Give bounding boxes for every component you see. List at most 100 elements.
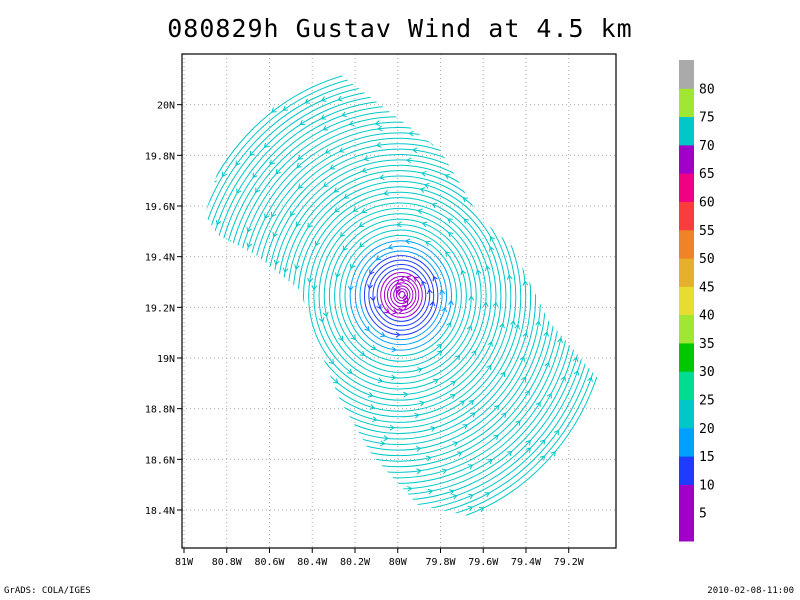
flow-arrow — [382, 518, 388, 520]
flow-arrow — [375, 255, 382, 261]
flow-arrow — [473, 111, 479, 118]
colorbar-label: 75 — [699, 111, 715, 126]
flow-arrow — [211, 178, 217, 185]
flow-arrow — [499, 322, 505, 329]
flow-arrow — [374, 120, 381, 127]
flow-arrow — [453, 166, 459, 172]
y-tick-label: 18.4N — [145, 506, 175, 517]
flow-arrow — [281, 352, 287, 359]
y-axis-ticks: 18.4N 18.6N 18.8N 19N 19.2N 19.4N 19.6N 19.8N 20… — [145, 101, 182, 517]
flow-arrow — [197, 250, 202, 254]
flow-arrow — [334, 207, 340, 213]
flow-arrow — [539, 238, 545, 245]
flow-arrow — [410, 109, 416, 116]
y-tick-label: 18.8N — [145, 405, 175, 416]
y-tick-label: 19.2N — [145, 303, 175, 314]
flow-arrow — [384, 92, 391, 99]
flow-arrow — [205, 311, 209, 318]
x-tick-label: 81W — [175, 557, 194, 568]
streamline-ring — [302, 191, 497, 401]
x-tick-label: 80.8W — [212, 557, 243, 568]
flow-arrow — [246, 242, 253, 249]
flow-arrow — [369, 404, 376, 410]
flow-arrow — [375, 142, 382, 148]
flow-arrow — [419, 400, 425, 407]
flow-arrow — [420, 170, 427, 177]
flow-arrow — [249, 150, 255, 157]
flow-arrow — [413, 276, 419, 282]
flow-arrow — [272, 232, 278, 238]
colorbar-label: 45 — [699, 280, 715, 295]
streamline-ring — [363, 255, 439, 336]
flow-arrow — [405, 275, 412, 281]
flow-arrow — [436, 343, 442, 350]
flow-arrow — [556, 271, 563, 278]
flow-arrow — [553, 429, 560, 436]
flow-arrow — [468, 493, 474, 500]
flow-arrow — [557, 215, 563, 221]
streamline-ring — [395, 288, 408, 302]
flow-arrow — [205, 233, 212, 240]
flow-arrow — [296, 480, 303, 486]
flow-arrow — [338, 335, 344, 342]
flow-arrow — [586, 278, 593, 284]
flow-arrow — [530, 265, 537, 271]
flow-arrow — [278, 424, 285, 430]
flow-arrow — [468, 400, 475, 406]
flow-arrow — [524, 226, 530, 233]
flow-arrow — [333, 187, 340, 193]
colorbar-label: 10 — [699, 478, 715, 493]
flow-arrow — [439, 289, 446, 295]
flow-arrow — [296, 162, 302, 169]
flow-arrow — [566, 310, 573, 316]
flow-arrow — [401, 304, 408, 310]
flow-arrow — [305, 503, 312, 510]
flow-arrow — [338, 147, 345, 153]
flow-arrow — [347, 368, 353, 374]
streamline-ring — [334, 224, 467, 368]
flow-arrow — [522, 332, 529, 338]
flow-arrow — [489, 186, 496, 192]
flow-arrow — [425, 106, 432, 113]
flow-arrow — [323, 181, 329, 188]
streamline-ring — [318, 207, 482, 384]
flow-arrow — [391, 76, 398, 82]
flow-arrow — [328, 359, 335, 365]
streamline-ring — [328, 218, 472, 373]
flow-arrow — [395, 279, 402, 285]
flow-arrow — [255, 413, 261, 419]
flow-arrow — [190, 259, 195, 263]
flow-arrow — [231, 416, 237, 423]
x-tick-label: 80.6W — [254, 557, 285, 568]
flow-arrow — [520, 376, 527, 382]
flow-arrow — [234, 344, 240, 351]
flow-arrow — [456, 451, 463, 457]
flow-arrow — [367, 392, 374, 398]
flow-arrow — [459, 400, 465, 406]
x-tick-label: 79.4W — [511, 557, 542, 568]
flow-arrow — [193, 352, 198, 356]
x-tick-label: 79.8W — [425, 557, 456, 568]
flow-arrow — [237, 433, 243, 439]
flow-arrow — [369, 269, 375, 276]
flow-arrow — [507, 190, 514, 197]
flow-arrow — [542, 280, 549, 286]
flow-arrow — [359, 493, 366, 499]
flow-arrow — [270, 211, 277, 218]
flow-arrow — [446, 321, 452, 328]
colorbar-label: 5 — [699, 507, 707, 522]
flow-arrow — [275, 309, 282, 315]
flow-arrow — [484, 492, 491, 498]
flow-arrow — [282, 105, 289, 111]
colorbar-label: 40 — [699, 309, 715, 324]
flow-arrow — [426, 288, 433, 295]
flow-arrow — [514, 323, 521, 330]
plot-frame — [181, 53, 617, 549]
flow-arrow — [352, 206, 359, 212]
y-tick-label: 20N — [157, 101, 175, 112]
flow-arrow — [468, 295, 475, 301]
flow-arrow — [392, 308, 398, 315]
flow-arrow — [379, 174, 385, 181]
flow-arrow — [367, 284, 373, 290]
